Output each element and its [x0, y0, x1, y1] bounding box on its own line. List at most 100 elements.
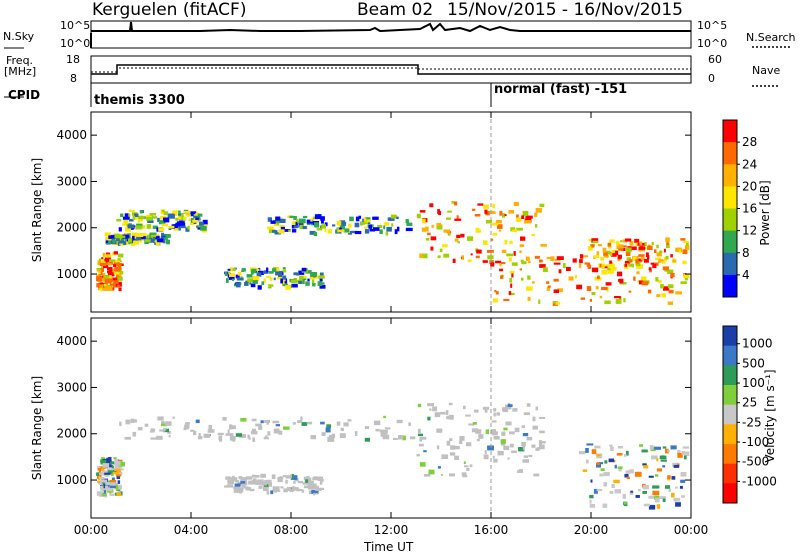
echo-cell: [237, 271, 241, 276]
echo-cell: [167, 431, 171, 434]
echo-cell: [409, 436, 416, 440]
freq-label: Freq.: [6, 54, 34, 67]
echo-cell: [596, 454, 601, 457]
echo-cell: [493, 412, 496, 417]
velocity-colorbar-segment: [723, 424, 737, 445]
echo-cell: [364, 426, 370, 429]
echo-cell: [249, 282, 252, 285]
echo-cell: [139, 210, 143, 214]
echo-cell: [592, 240, 599, 244]
echo-cell: [668, 289, 674, 294]
echo-cell: [464, 465, 469, 468]
echo-cell: [218, 435, 223, 441]
echo-cell: [436, 223, 442, 227]
echo-cell: [419, 253, 423, 258]
echo-cell: [198, 224, 202, 227]
echo-cell: [247, 278, 254, 283]
freq-unit-label: [MHz]: [4, 65, 37, 78]
echo-cell: [109, 263, 112, 266]
echo-cell: [368, 224, 372, 229]
echo-cell: [665, 237, 670, 243]
echo-cell: [668, 488, 671, 492]
echo-cell: [499, 268, 504, 272]
echo-cell: [229, 424, 233, 430]
echo-cell: [441, 244, 448, 248]
echo-cell: [685, 451, 690, 456]
echo-cell: [266, 267, 269, 273]
echo-cell: [425, 238, 430, 241]
echo-cell: [257, 285, 262, 290]
echo-cell: [665, 255, 669, 260]
echo-cell: [300, 417, 303, 422]
echo-cell: [451, 201, 455, 204]
echo-cell: [278, 430, 283, 435]
echo-cell: [102, 287, 108, 291]
echo-cell: [526, 286, 533, 291]
echo-cell: [419, 210, 426, 213]
echo-cell: [317, 476, 323, 481]
echo-cell: [157, 217, 160, 222]
echo-cell: [614, 296, 621, 299]
echo-cell: [362, 218, 365, 223]
echo-cell: [449, 473, 456, 477]
echo-cell: [230, 477, 238, 481]
echo-cell: [235, 283, 241, 288]
echo-cell: [320, 216, 325, 221]
echo-cell: [292, 487, 298, 490]
echo-cell: [609, 239, 615, 243]
echo-cell: [609, 444, 613, 447]
echo-cell: [319, 272, 324, 277]
echo-cell: [292, 486, 295, 491]
echo-cell: [617, 258, 621, 262]
echo-cell: [139, 239, 143, 243]
echo-cell: [291, 229, 297, 233]
echo-cell: [489, 260, 494, 264]
echo-cell: [105, 236, 111, 241]
y-tick-label: 3000: [56, 174, 87, 188]
echo-cell: [441, 474, 444, 477]
echo-cell: [268, 483, 271, 487]
echo-cell: [539, 416, 546, 419]
echo-cell: [343, 422, 349, 427]
velocity-colorbar-segment: [723, 385, 737, 406]
echo-cell: [269, 277, 273, 281]
nave-label: Nave: [752, 64, 781, 77]
echo-cell: [675, 247, 683, 253]
echo-cell: [550, 256, 555, 261]
echo-cell: [518, 469, 523, 472]
echo-cell: [98, 468, 105, 472]
echo-cell: [450, 445, 456, 450]
echo-cell: [425, 226, 429, 232]
echo-cell: [593, 255, 600, 258]
echo-cell: [408, 422, 411, 426]
echo-cell: [263, 278, 266, 283]
echo-cell: [112, 471, 119, 475]
power-panel-ylabel: Slant Range [km]: [30, 157, 44, 263]
echo-cell: [111, 277, 118, 281]
echo-cell: [183, 216, 187, 221]
echo-cell: [271, 474, 276, 480]
echo-cell: [540, 244, 547, 247]
echo-cell: [654, 262, 659, 266]
echo-cell: [298, 270, 305, 275]
echo-cell: [326, 424, 332, 428]
echo-cell: [364, 437, 370, 442]
echo-cell: [611, 484, 615, 488]
echo-cell: [384, 222, 390, 226]
echo-cell: [427, 232, 431, 236]
echo-cell: [589, 504, 596, 508]
echo-cell: [579, 259, 583, 264]
echo-cell: [646, 254, 650, 260]
echo-cell: [144, 423, 149, 427]
echo-cell: [635, 259, 639, 264]
echo-cell: [115, 234, 123, 239]
echo-cell: [396, 226, 400, 232]
echo-cell: [192, 212, 199, 216]
echo-cell: [507, 404, 513, 407]
echo-cell: [641, 281, 649, 286]
echo-cell: [208, 424, 212, 430]
echo-cell: [100, 472, 106, 476]
echo-cell: [108, 457, 112, 462]
echo-cell: [520, 259, 524, 262]
echo-cell: [670, 272, 675, 278]
